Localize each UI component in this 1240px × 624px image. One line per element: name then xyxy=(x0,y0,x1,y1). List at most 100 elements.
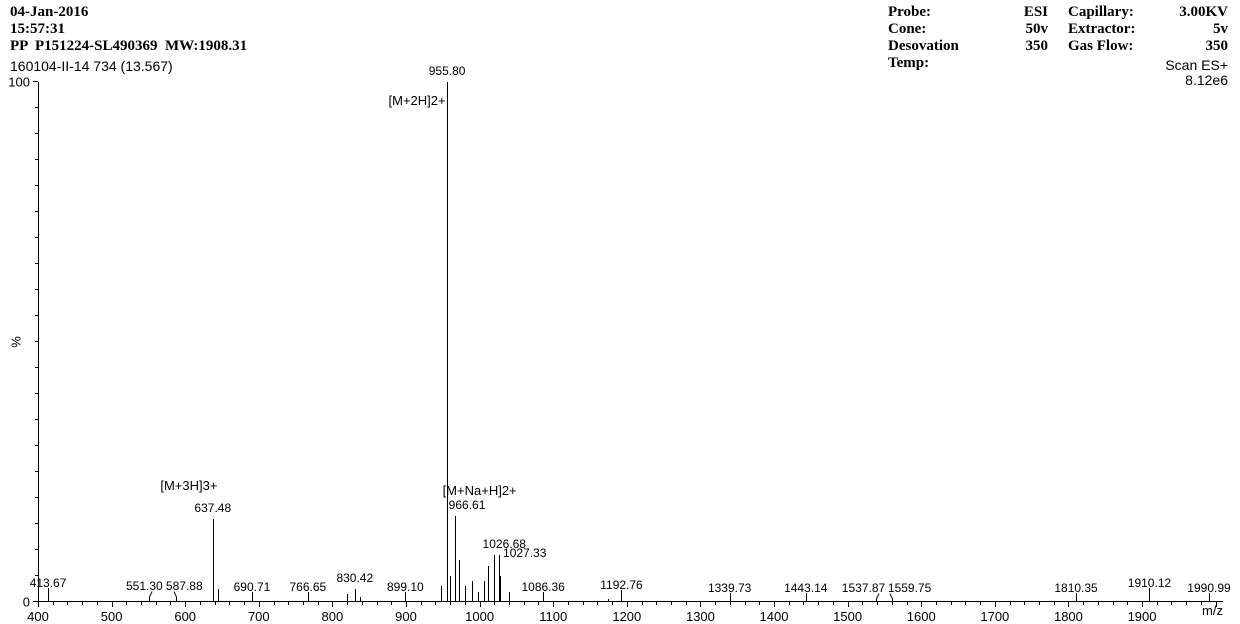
peak-label: 955.80 xyxy=(429,64,466,78)
param-row: Desovation Temp:350 xyxy=(888,38,1048,72)
x-tick-label: 600 xyxy=(174,609,196,624)
param-label: Capillary: xyxy=(1068,4,1134,21)
x-tick-label: 700 xyxy=(248,609,270,624)
x-tick-minor xyxy=(303,602,304,605)
peak-label: 1027.33 xyxy=(503,546,546,560)
x-tick-minor xyxy=(1054,602,1055,605)
x-tick-minor xyxy=(1201,602,1202,605)
x-tick-minor xyxy=(1127,602,1128,605)
peak xyxy=(355,589,356,602)
x-tick-minor xyxy=(1024,602,1025,605)
x-tick-minor xyxy=(686,602,687,605)
y-tick-minor xyxy=(35,497,38,498)
header-sample: PP P151224-SL490369 MW:1908.31 xyxy=(10,38,247,55)
x-tick-minor xyxy=(612,602,613,605)
peak-lead xyxy=(1209,593,1210,599)
x-tick-minor xyxy=(642,602,643,605)
peak xyxy=(543,598,544,602)
param-value: 350 xyxy=(1178,38,1228,55)
peak xyxy=(455,516,456,602)
y-tick-minor xyxy=(35,419,38,420)
x-tick-label: 1200 xyxy=(612,609,641,624)
x-tick-minor xyxy=(730,602,731,605)
x-tick-minor xyxy=(862,602,863,605)
x-tick xyxy=(185,602,186,607)
x-tick-minor xyxy=(82,602,83,605)
x-tick xyxy=(1068,602,1069,607)
x-tick-label: 1100 xyxy=(539,609,567,624)
x-tick-minor xyxy=(215,602,216,605)
peak xyxy=(608,599,609,602)
peak xyxy=(806,599,807,602)
peak xyxy=(472,581,473,602)
x-tick-minor xyxy=(759,602,760,605)
x-tick-minor xyxy=(524,602,525,605)
x-tick xyxy=(921,602,922,607)
x-tick-label: 400 xyxy=(27,609,49,624)
x-tick-minor xyxy=(244,602,245,605)
peak xyxy=(450,576,451,602)
x-tick-minor xyxy=(377,602,378,605)
x-tick xyxy=(774,602,775,607)
x-tick-minor xyxy=(951,602,952,605)
x-tick-label: 1600 xyxy=(907,609,936,624)
x-tick xyxy=(1216,602,1217,607)
x-tick-minor xyxy=(318,602,319,605)
peak-lead xyxy=(149,591,152,597)
peak-label: 1559.75 xyxy=(888,581,931,595)
peak-lead xyxy=(48,588,49,594)
x-tick-minor xyxy=(1157,602,1158,605)
param-label: Gas Flow: xyxy=(1068,38,1133,55)
peak-lead xyxy=(730,593,731,599)
param-row: Extractor: 5v xyxy=(1068,21,1228,38)
x-tick-minor xyxy=(97,602,98,605)
x-tick-minor xyxy=(170,602,171,605)
x-tick-label: 800 xyxy=(322,609,344,624)
x-tick-minor xyxy=(1171,602,1172,605)
y-tick-minor xyxy=(35,315,38,316)
x-tick-minor xyxy=(274,602,275,605)
x-tick-minor xyxy=(892,602,893,605)
peak xyxy=(360,597,361,602)
header-date: 04-Jan-2016 xyxy=(10,4,247,21)
x-tick-minor xyxy=(980,602,981,605)
mass-spectrum-plot: % m/z 0100400500600700800900100011001200… xyxy=(38,82,1223,602)
peak xyxy=(459,560,460,602)
x-tick-minor xyxy=(1039,602,1040,605)
peak xyxy=(621,596,622,602)
param-value: 350 xyxy=(998,38,1048,72)
y-tick-minor xyxy=(35,263,38,264)
x-tick-minor xyxy=(1098,602,1099,605)
x-tick-label: 1300 xyxy=(686,609,715,624)
peak-lead xyxy=(308,592,309,598)
peak-lead xyxy=(405,592,406,598)
param-row: Probe:ESI xyxy=(888,4,1048,21)
x-tick-label: 1000 xyxy=(465,609,494,624)
x-tick xyxy=(112,602,113,607)
x-tick-minor xyxy=(671,602,672,605)
peak-label: 637.48 xyxy=(194,501,231,515)
peak-label: 966.61 xyxy=(449,498,486,512)
peak-lead xyxy=(806,593,807,599)
x-tick-minor xyxy=(53,602,54,605)
param-row: Capillary:3.00KV xyxy=(1068,4,1228,21)
x-tick-minor xyxy=(818,602,819,605)
param-label: Extractor: xyxy=(1068,21,1135,38)
param-value: ESI xyxy=(998,4,1048,21)
param-value: 5v xyxy=(1178,21,1228,38)
x-tick xyxy=(848,602,849,607)
y-tick-minor xyxy=(35,133,38,134)
peak xyxy=(447,82,448,602)
y-tick-minor xyxy=(35,549,38,550)
scan-id: 160104-II-14 734 (13.567) xyxy=(10,58,173,74)
y-tick-label: 0 xyxy=(23,595,30,610)
x-tick-label: 1700 xyxy=(980,609,1009,624)
annotation: [M+Na+H]2+ xyxy=(443,483,517,498)
y-axis xyxy=(38,82,39,602)
peak-label: 551.30 xyxy=(126,579,163,593)
peak-lead xyxy=(252,592,253,598)
peak xyxy=(1149,594,1150,602)
x-tick-minor xyxy=(465,602,466,605)
x-tick-minor xyxy=(229,602,230,605)
x-tick-minor xyxy=(450,602,451,605)
